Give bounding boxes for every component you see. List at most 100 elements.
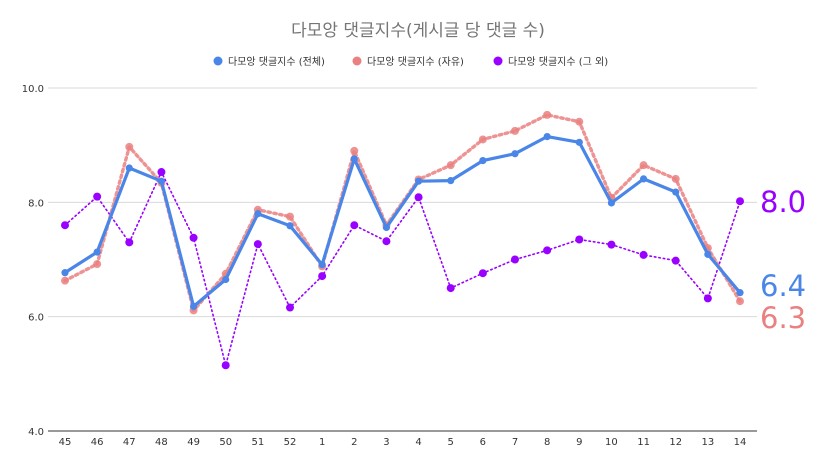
data-point (511, 126, 519, 135)
x-tick-label: 5 (448, 437, 454, 448)
legend-marker (352, 56, 362, 66)
data-point (414, 177, 423, 185)
x-tick-label: 3 (383, 437, 389, 448)
legend-marker (493, 56, 503, 66)
data-point (125, 142, 134, 151)
x-tick-label: 47 (123, 437, 136, 448)
x-axis-ticks: 45 46 47 48 49 50 51 52 1 2 3 4 5 6 7 8 9 10 11 12 13 14 (59, 437, 747, 448)
data-point (382, 237, 391, 246)
data-point (157, 177, 166, 185)
data-point (189, 233, 198, 242)
data-point (575, 138, 583, 146)
data-point (125, 164, 133, 172)
data-point (253, 240, 262, 249)
x-tick-label: 12 (669, 437, 682, 448)
data-point (511, 255, 519, 264)
data-point (511, 150, 519, 158)
x-tick-label: 6 (480, 437, 486, 448)
end-labels: 6.46.3 8.0 (760, 185, 806, 335)
legend-marker (213, 56, 223, 66)
x-tick-label: 9 (576, 437, 582, 448)
series-line (63, 113, 742, 313)
series (61, 168, 744, 370)
data-point (543, 132, 551, 141)
data-point (575, 117, 584, 126)
y-tick-label: 4.0 (28, 427, 44, 438)
x-tick-label: 51 (251, 437, 264, 448)
data-point (672, 188, 680, 196)
data-point (736, 197, 744, 206)
data-point (543, 110, 552, 119)
legend-item: 다모앙 댓글지수 (그 외) (493, 56, 608, 68)
x-tick-label: 46 (91, 437, 104, 448)
data-point (478, 135, 487, 144)
data-point (157, 168, 166, 177)
x-tick-label: 4 (415, 437, 421, 448)
legend: 다모앙 댓글지수 (전체) 다모앙 댓글지수 (자유) 다모앙 댓글지수 (그 외) (213, 56, 608, 68)
y-tick-label: 6.0 (28, 313, 44, 324)
data-point (671, 174, 680, 183)
legend-label: 다모앙 댓글지수 (그 외) (508, 56, 608, 68)
data-point (382, 223, 391, 232)
series-end-label: 6.4 (760, 269, 806, 303)
x-tick-label: 50 (219, 437, 232, 448)
data-point (286, 222, 294, 230)
x-tick-label: 1 (319, 437, 325, 448)
data-point (607, 199, 616, 207)
x-tick-label: 48 (155, 437, 168, 448)
legend-label: 다모앙 댓글지수 (전체) (228, 56, 325, 68)
x-tick-label: 52 (284, 437, 297, 448)
series (61, 132, 744, 310)
x-tick-label: 11 (637, 437, 650, 448)
data-point (61, 276, 69, 285)
data-point (254, 210, 262, 218)
y-axis-ticks: 4.0 6.0 8.0 10.0 (22, 84, 44, 438)
data-point (703, 294, 712, 303)
series (61, 110, 744, 315)
x-tick-label: 49 (187, 437, 200, 448)
data-point (543, 246, 552, 255)
data-point (446, 161, 455, 170)
data-point (414, 193, 423, 202)
gridlines (48, 87, 757, 432)
data-point (189, 302, 198, 310)
data-point (93, 192, 102, 201)
data-point (125, 238, 134, 247)
x-tick-label: 7 (512, 437, 518, 448)
data-point (446, 284, 455, 293)
data-point (318, 272, 327, 281)
y-tick-label: 10.0 (22, 84, 44, 95)
data-point (607, 240, 616, 249)
x-tick-label: 45 (59, 437, 72, 448)
data-point (350, 221, 359, 230)
y-tick-label: 8.0 (28, 198, 44, 209)
data-point (575, 235, 584, 244)
x-tick-label: 8 (544, 437, 550, 448)
data-point (221, 361, 230, 370)
data-point (479, 157, 487, 165)
legend-item: 다모앙 댓글지수 (전체) (213, 56, 325, 68)
data-point (350, 155, 358, 163)
data-point (478, 269, 487, 278)
x-tick-label: 14 (734, 437, 747, 448)
data-point (350, 146, 359, 155)
data-point (447, 177, 455, 185)
x-tick-label: 13 (701, 437, 714, 448)
data-point (222, 275, 230, 284)
data-point (286, 303, 294, 312)
data-point (93, 260, 102, 269)
chart-title: 다모앙 댓글지수(게시글 당 댓글 수) (291, 21, 545, 41)
x-tick-label: 2 (351, 437, 357, 448)
data-point (736, 297, 744, 306)
series-layer (61, 110, 744, 370)
data-point (318, 261, 326, 269)
data-point (671, 256, 680, 265)
legend-label: 다모앙 댓글지수 (자유) (367, 56, 464, 68)
data-point (639, 250, 648, 259)
data-point (639, 161, 648, 170)
legend-item: 다모앙 댓글지수 (자유) (352, 56, 464, 68)
x-tick-label: 10 (605, 437, 618, 448)
series-end-label: 6.3 (760, 301, 806, 335)
